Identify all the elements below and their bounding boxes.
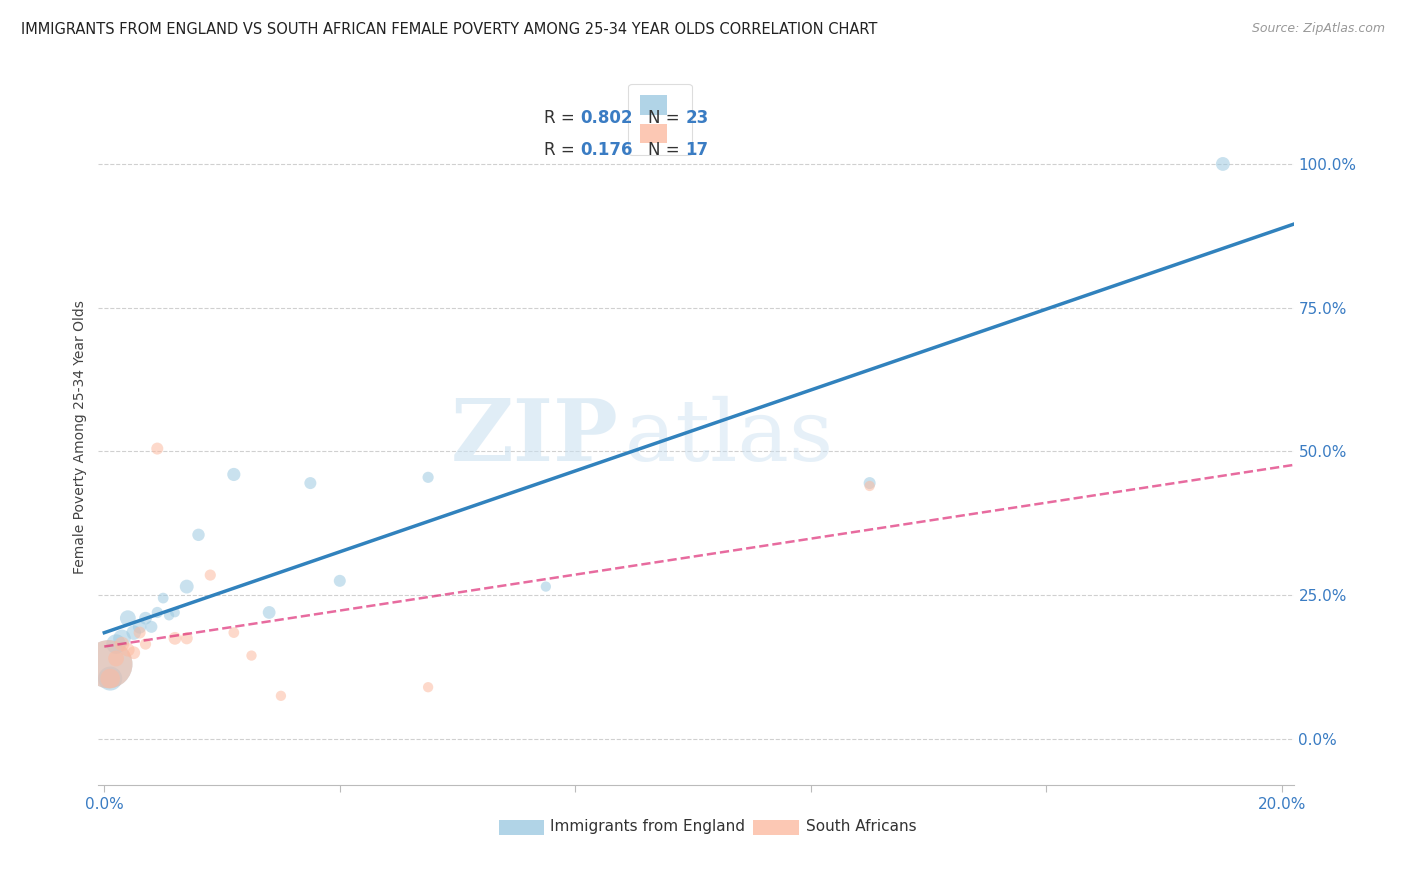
- Point: [416, 470, 439, 484]
- FancyBboxPatch shape: [754, 820, 799, 835]
- Point: [152, 591, 174, 605]
- Point: [97, 657, 120, 672]
- Text: R =: R =: [544, 141, 581, 159]
- Text: N =: N =: [648, 110, 685, 128]
- Point: [122, 625, 145, 640]
- Point: [98, 672, 121, 686]
- Point: [270, 689, 292, 703]
- Text: Immigrants from England: Immigrants from England: [550, 819, 745, 834]
- Point: [257, 606, 280, 620]
- Legend: , : ,: [628, 84, 692, 154]
- Point: [299, 476, 322, 491]
- Text: N =: N =: [648, 141, 685, 159]
- Point: [98, 672, 121, 686]
- Point: [128, 625, 150, 640]
- Point: [1212, 157, 1234, 171]
- Point: [141, 620, 163, 634]
- Text: atlas: atlas: [624, 395, 834, 479]
- Point: [111, 632, 134, 646]
- Point: [117, 611, 139, 625]
- Point: [146, 606, 169, 620]
- Point: [97, 657, 120, 672]
- Point: [222, 625, 245, 640]
- Text: ZIP: ZIP: [450, 395, 619, 479]
- Text: 23: 23: [685, 110, 709, 128]
- Point: [105, 651, 128, 665]
- Text: R =: R =: [544, 110, 581, 128]
- Y-axis label: Female Poverty Among 25-34 Year Olds: Female Poverty Among 25-34 Year Olds: [73, 300, 87, 574]
- Point: [176, 580, 198, 594]
- Point: [329, 574, 352, 588]
- Text: 0.802: 0.802: [581, 110, 633, 128]
- Point: [176, 632, 198, 646]
- Point: [163, 606, 186, 620]
- Point: [200, 568, 222, 582]
- Point: [146, 442, 169, 456]
- Point: [134, 611, 156, 625]
- Point: [534, 580, 557, 594]
- Point: [122, 646, 145, 660]
- Point: [222, 467, 245, 482]
- Point: [157, 608, 180, 623]
- Point: [859, 476, 882, 491]
- Point: [105, 637, 128, 651]
- FancyBboxPatch shape: [499, 820, 544, 835]
- Point: [240, 648, 263, 663]
- Point: [117, 643, 139, 657]
- Text: South Africans: South Africans: [806, 819, 917, 834]
- Text: IMMIGRANTS FROM ENGLAND VS SOUTH AFRICAN FEMALE POVERTY AMONG 25-34 YEAR OLDS CO: IMMIGRANTS FROM ENGLAND VS SOUTH AFRICAN…: [21, 22, 877, 37]
- Text: 17: 17: [685, 141, 709, 159]
- Text: 0.176: 0.176: [581, 141, 633, 159]
- Text: Source: ZipAtlas.com: Source: ZipAtlas.com: [1251, 22, 1385, 36]
- Point: [134, 637, 156, 651]
- Point: [416, 680, 439, 694]
- Point: [859, 479, 882, 493]
- Point: [128, 620, 150, 634]
- Point: [187, 528, 209, 542]
- Point: [163, 632, 186, 646]
- Point: [111, 637, 134, 651]
